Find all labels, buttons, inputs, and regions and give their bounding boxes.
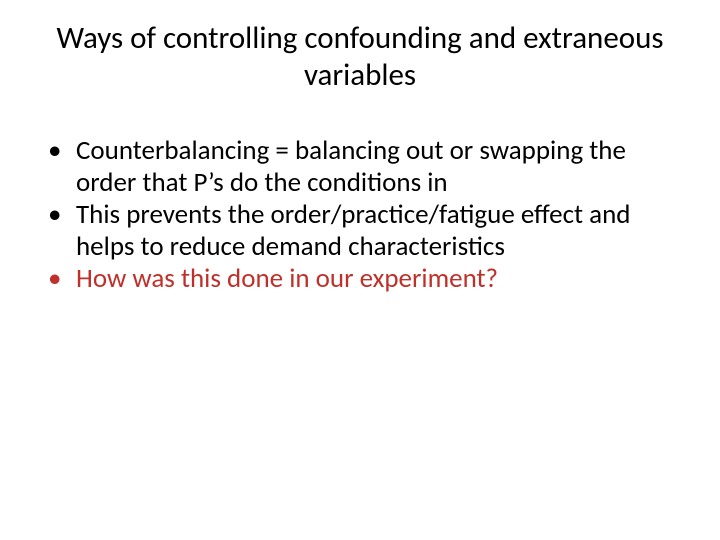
bullet-item: Counterbalancing = balancing out or swap… <box>62 135 684 199</box>
slide: Ways of controlling confounding and extr… <box>0 0 720 540</box>
bullet-list: Counterbalancing = balancing out or swap… <box>36 135 684 294</box>
bullet-item: How was this done in our experiment? <box>62 263 684 295</box>
slide-title: Ways of controlling confounding and extr… <box>36 20 684 93</box>
bullet-item: This prevents the order/practice/fatigue… <box>62 199 684 263</box>
